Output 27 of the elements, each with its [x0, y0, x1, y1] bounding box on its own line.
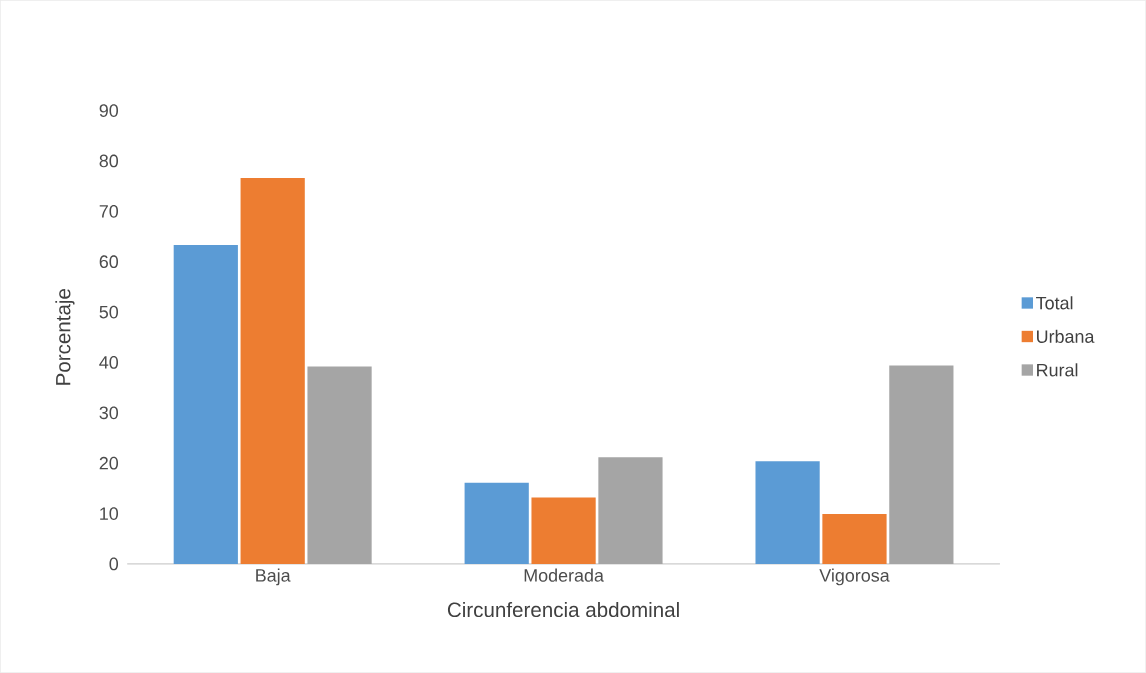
legend-label: Total — [1036, 296, 1073, 310]
bar — [240, 178, 305, 564]
bar — [307, 366, 372, 564]
y-tick-label: 10 — [100, 507, 119, 520]
y-tick-label: 0 — [109, 557, 119, 571]
y-tick-label: 50 — [99, 305, 119, 319]
bar — [889, 365, 954, 564]
x-axis-title: Circunferencia abdominal — [447, 602, 679, 618]
bar — [173, 245, 238, 564]
y-tick-label: 70 — [99, 204, 119, 218]
x-tick-label: Vigorosa — [819, 568, 890, 586]
y-tick-label: 90 — [99, 104, 119, 117]
y-tick-label: 20 — [99, 456, 119, 470]
y-tick-label: 30 — [99, 406, 119, 420]
legend-label: Urbana — [1037, 329, 1095, 343]
x-tick-label: Moderada — [524, 568, 604, 582]
bar — [531, 497, 596, 564]
bar — [822, 514, 887, 564]
y-tick-label: 60 — [99, 255, 119, 269]
legend-label: Rural — [1037, 363, 1078, 377]
y-axis-title: Porcentaje — [55, 288, 75, 385]
y-tick-label: 80 — [99, 154, 119, 168]
bar — [755, 461, 820, 564]
y-tick-label: 40 — [99, 356, 119, 369]
x-tick-label: Baja — [256, 568, 291, 586]
bar — [598, 457, 663, 564]
bar — [464, 482, 529, 564]
